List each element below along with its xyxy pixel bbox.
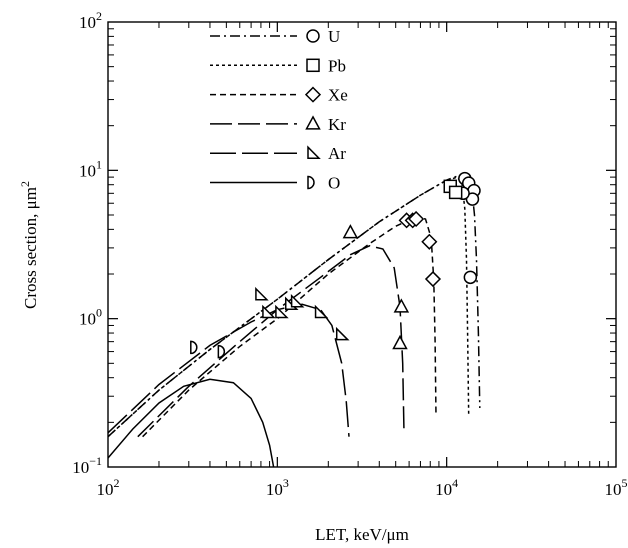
legend: U Pb Xe Kr Ar O [210, 27, 348, 193]
data-point-ar [275, 304, 289, 319]
x-tick-label-exp: 3 [283, 476, 289, 490]
y-tick-label-base: 10 [79, 310, 96, 329]
legend-marker-ar [307, 145, 321, 159]
x-tick-label-exp: 5 [622, 476, 628, 490]
data-point-xe [408, 210, 425, 228]
series-curve-kr [137, 245, 405, 438]
data-point-kr [393, 298, 410, 313]
data-point-o [190, 340, 198, 355]
series-curve-ar [107, 303, 350, 437]
x-tick-label-base: 10 [266, 480, 283, 499]
data-point-ar [255, 286, 269, 301]
y-tick-label: 102 [79, 9, 102, 32]
data-point-xe [421, 233, 438, 250]
x-axis-label: LET, keV/μm [315, 525, 409, 544]
legend-marker-o [307, 175, 315, 190]
data-point-kr [342, 224, 359, 239]
y-tick-label-base: 10 [79, 13, 96, 32]
y-axis-label: Cross section, μm2 [18, 181, 40, 309]
legend-label-u: U [328, 27, 340, 46]
y-tick-label-exp: 1 [96, 157, 102, 171]
x-tick-label: 105 [605, 476, 628, 499]
series-curve-o [107, 378, 275, 468]
legend-marker-xe [304, 86, 322, 103]
data-point-u [463, 270, 478, 285]
legend-label-ar: Ar [328, 144, 346, 163]
legend-label-xe: Xe [328, 86, 348, 105]
x-tick-label-base: 10 [605, 480, 622, 499]
y-tick-label-base: 10 [79, 161, 96, 180]
y-axis-label-main: Cross section, μm [21, 187, 40, 309]
legend-marker-pb [306, 58, 320, 73]
x-tick-label-base: 10 [97, 480, 114, 499]
series-markers [190, 171, 481, 359]
series-curves [107, 173, 481, 468]
x-tick-label-exp: 2 [114, 476, 120, 490]
series-curve-pb [107, 176, 470, 438]
data-point-ar [290, 293, 305, 308]
y-tick-label-base: 10 [72, 458, 89, 477]
series-curve-xe [142, 216, 437, 438]
y-tick-label: 100 [79, 306, 102, 329]
x-tick-label: 103 [266, 476, 289, 499]
axis-ticks [107, 21, 617, 468]
data-point-ar [314, 304, 329, 319]
data-point-xe [424, 270, 442, 288]
legend-label-pb: Pb [328, 56, 346, 75]
y-tick-label: 101 [79, 157, 102, 180]
data-point-ar [335, 326, 350, 341]
legend-marker-u [306, 29, 320, 43]
legend-label-o: O [328, 174, 340, 193]
data-point-kr [392, 334, 408, 350]
data-point-o [217, 344, 226, 359]
data-point-pb [448, 185, 463, 200]
y-axis-label-sup: 2 [18, 181, 32, 187]
legend-marker-kr [305, 115, 321, 130]
x-tick-labels: 102 103 104 105 [97, 476, 628, 499]
x-tick-label-base: 10 [435, 480, 452, 499]
y-tick-label-exp: 2 [96, 9, 102, 23]
x-tick-label-exp: 4 [452, 476, 458, 490]
y-tick-label-exp: 0 [96, 306, 102, 320]
x-tick-label: 104 [435, 476, 458, 499]
x-tick-label: 102 [97, 476, 120, 499]
y-tick-label-exp: −1 [89, 454, 102, 468]
y-tick-label: 10−1 [72, 454, 102, 477]
data-point-ar [262, 304, 276, 319]
plot-frame [107, 21, 617, 468]
legend-label-kr: Kr [328, 115, 346, 134]
